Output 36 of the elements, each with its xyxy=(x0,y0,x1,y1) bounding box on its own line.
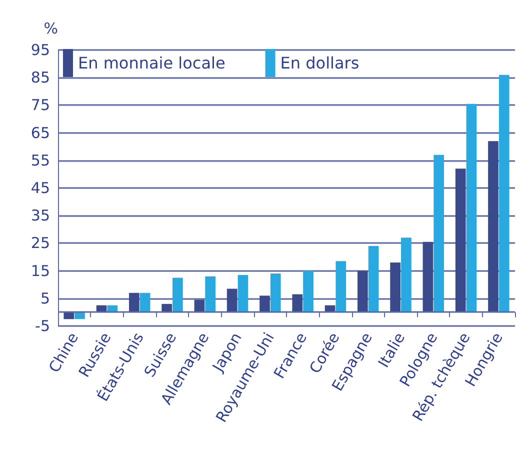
bar xyxy=(466,104,477,312)
y-tick-label: 55 xyxy=(30,151,50,170)
y-tick-label: 25 xyxy=(30,234,50,252)
y-tick-label: 95 xyxy=(30,41,50,59)
y-tick-label: -5 xyxy=(35,317,50,335)
bar xyxy=(129,292,140,312)
bar xyxy=(292,294,303,312)
bar xyxy=(368,246,379,312)
bar xyxy=(226,288,238,312)
bar xyxy=(162,304,172,312)
y-tick-label: 15 xyxy=(30,262,50,280)
bar xyxy=(498,74,510,312)
bar xyxy=(260,296,270,312)
bar xyxy=(422,242,434,312)
bar xyxy=(390,262,400,312)
bar xyxy=(172,278,183,312)
bar xyxy=(336,261,346,312)
bar xyxy=(205,276,216,312)
bar xyxy=(140,292,150,312)
bar xyxy=(488,141,498,312)
bar xyxy=(455,168,466,312)
y-tick-label: 5 xyxy=(40,289,50,308)
y-tick-label: 35 xyxy=(30,206,50,225)
bar xyxy=(434,154,444,312)
y-tick-label: 65 xyxy=(30,124,50,142)
legend-label: En monnaie locale xyxy=(78,54,226,72)
y-tick-label: 75 xyxy=(30,96,50,114)
y-tick-label: 45 xyxy=(30,179,50,197)
bar xyxy=(270,274,281,312)
y-axis-title: % xyxy=(44,20,58,38)
bar xyxy=(303,270,314,312)
y-tick-label: 85 xyxy=(30,68,50,87)
legend-label: En dollars xyxy=(280,54,360,72)
bar xyxy=(238,274,248,312)
bar xyxy=(358,270,368,312)
bar xyxy=(401,238,412,312)
